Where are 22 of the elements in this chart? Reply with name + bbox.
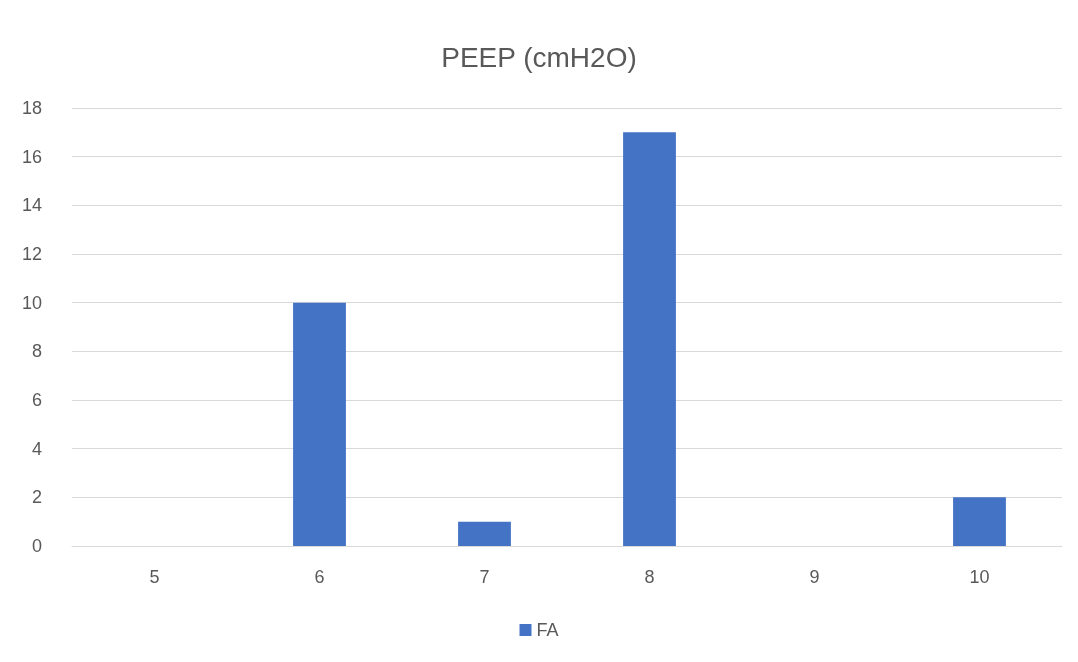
bar xyxy=(623,132,676,546)
y-tick-label: 12 xyxy=(21,244,42,264)
x-tick-label: 8 xyxy=(644,567,655,587)
bar xyxy=(458,521,511,546)
chart-title: PEEP (cmH2O) xyxy=(441,41,637,73)
bar xyxy=(293,302,346,546)
y-tick-label: 6 xyxy=(31,390,42,410)
y-tick-label: 0 xyxy=(31,536,42,556)
y-tick-label: 2 xyxy=(31,487,42,508)
y-tick-label: 18 xyxy=(21,98,42,118)
legend-label: FA xyxy=(536,620,559,640)
x-tick-label: 7 xyxy=(479,567,490,587)
y-tick-label: 8 xyxy=(31,341,42,362)
y-tick-label: 4 xyxy=(31,438,42,459)
x-tick-label: 6 xyxy=(314,567,325,587)
bar xyxy=(953,497,1006,546)
y-tick-label: 14 xyxy=(21,195,42,216)
y-tick-label: 10 xyxy=(21,292,42,313)
x-tick-label: 5 xyxy=(149,567,160,587)
x-tick-label: 9 xyxy=(809,567,820,587)
y-tick-label: 16 xyxy=(21,146,42,167)
x-tick-label: 10 xyxy=(969,567,990,587)
